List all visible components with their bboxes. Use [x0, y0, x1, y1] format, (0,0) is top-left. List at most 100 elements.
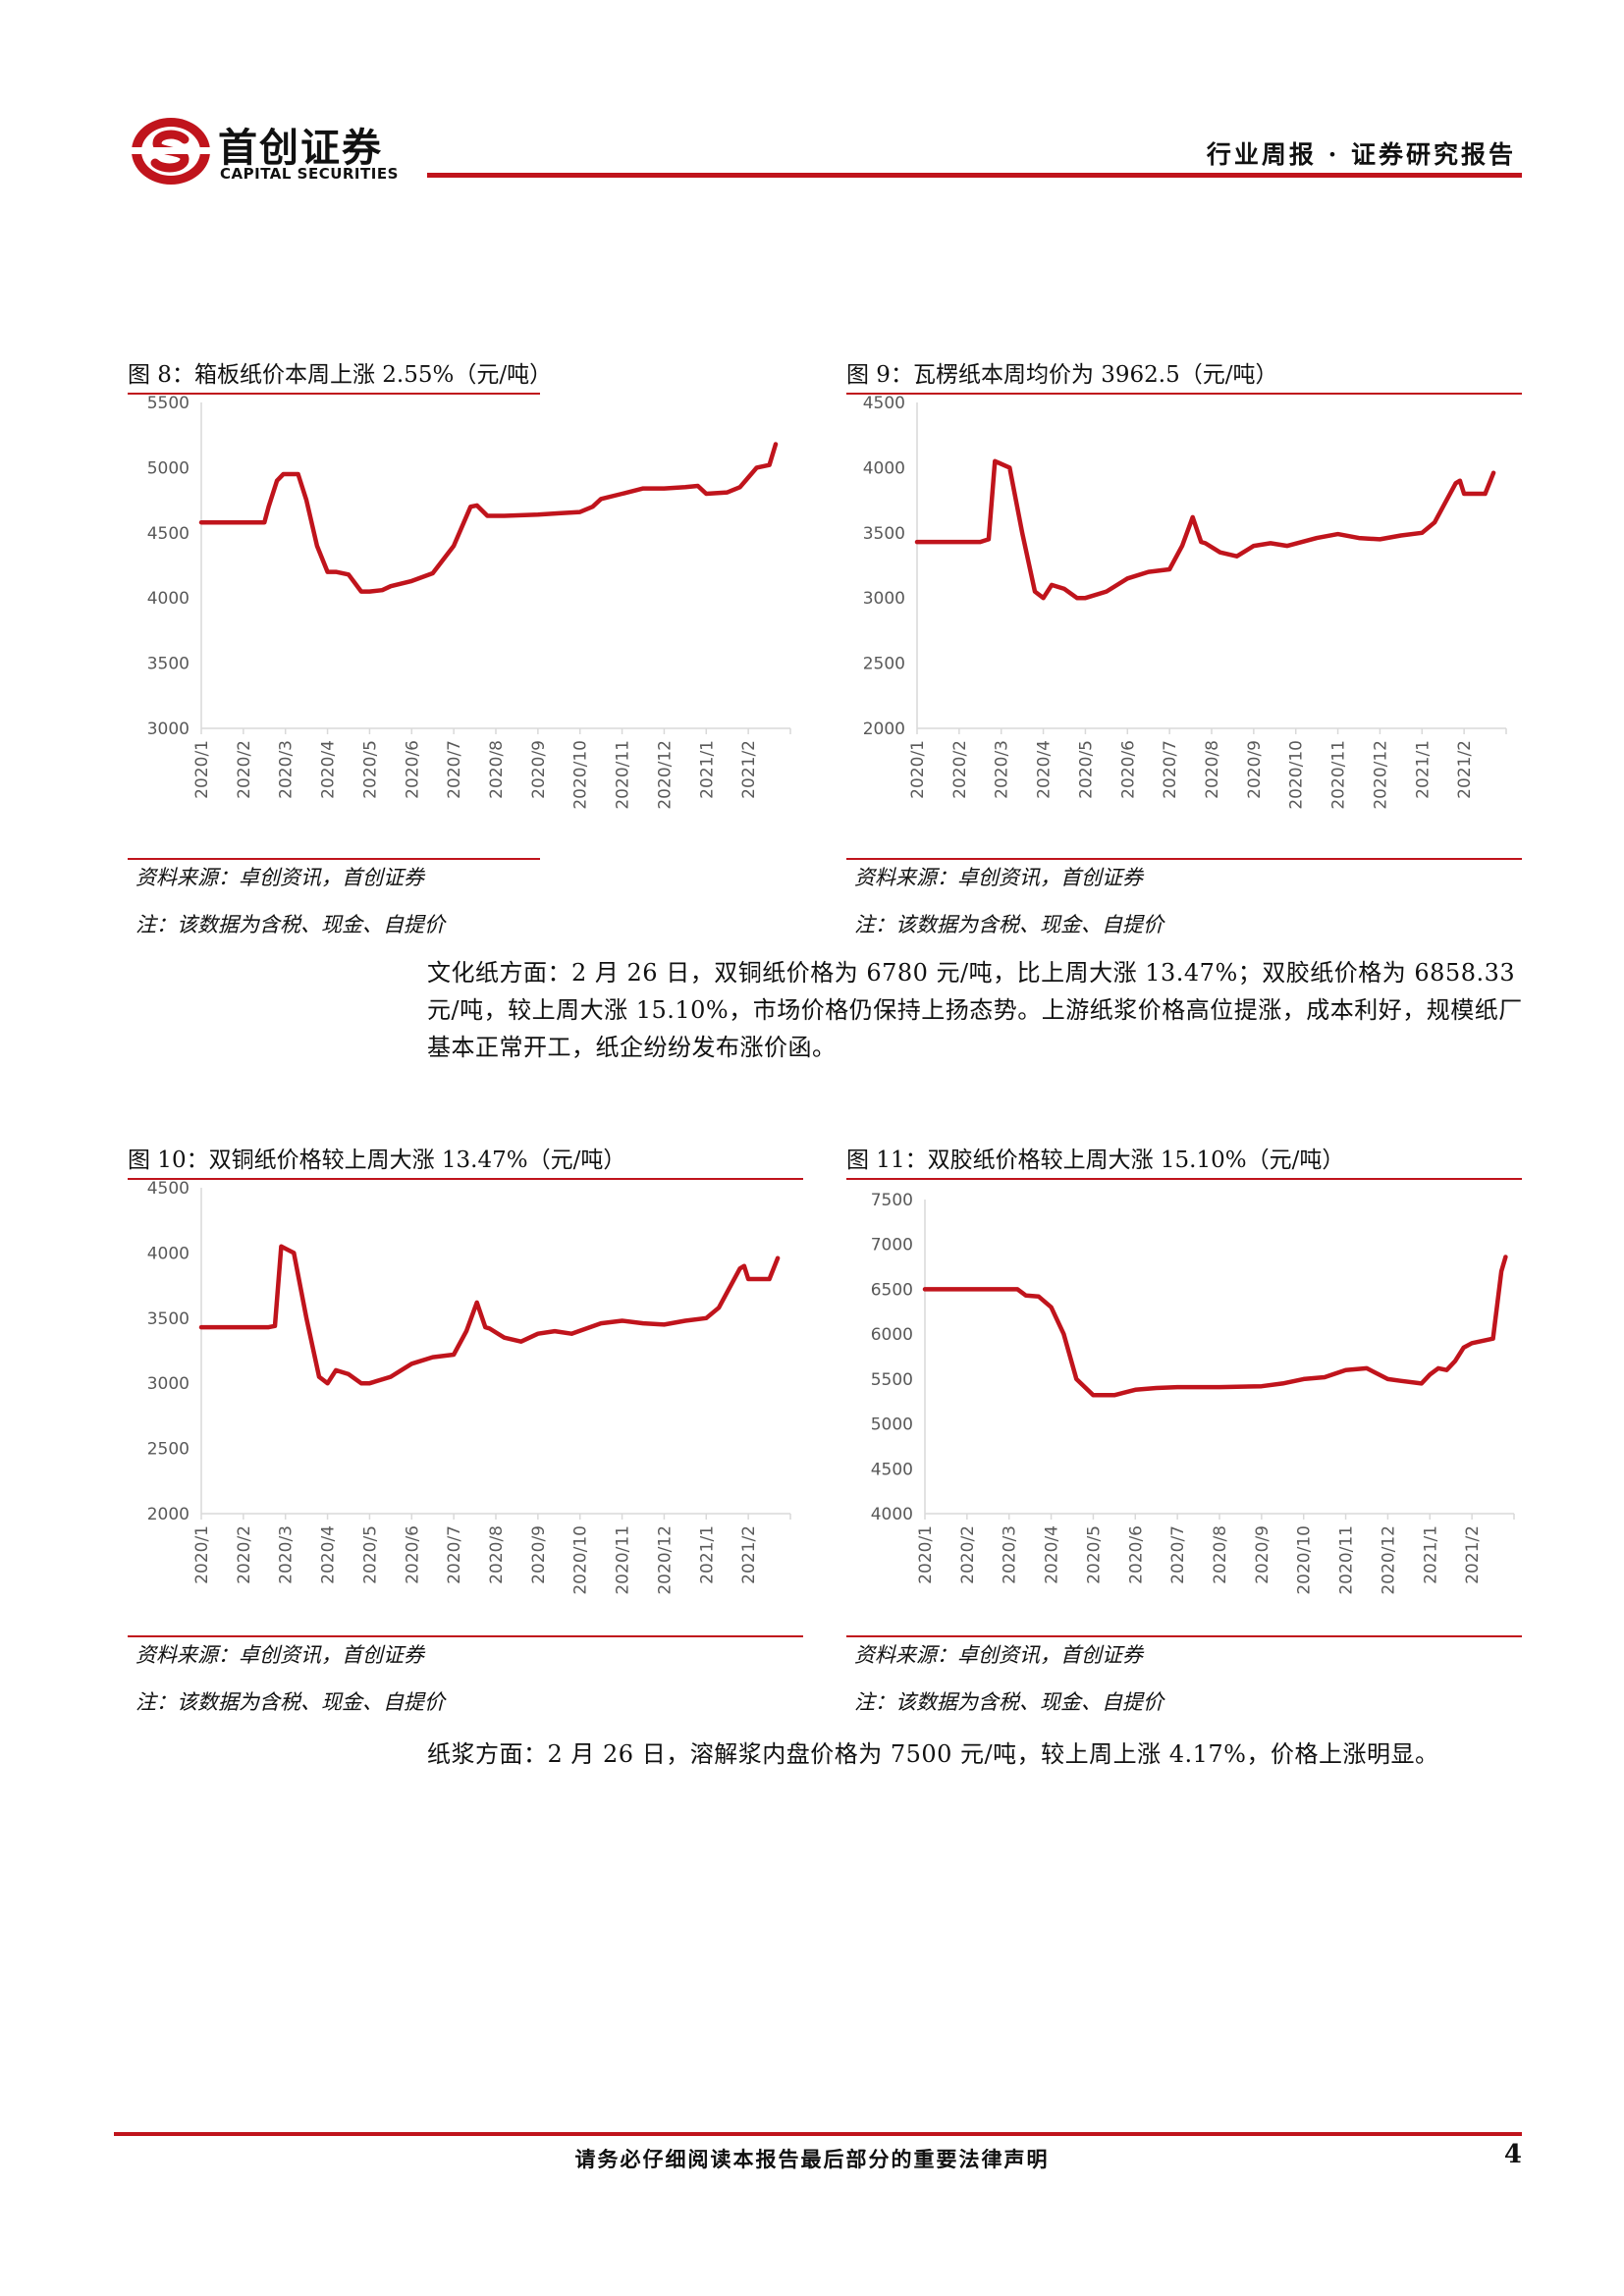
x-tick-label: 2020/2	[950, 740, 970, 799]
x-tick-label: 2020/7	[445, 1525, 464, 1584]
y-tick-label: 5500	[147, 395, 189, 413]
y-tick-label: 3000	[147, 1374, 189, 1394]
y-tick-label: 4000	[863, 458, 905, 478]
x-tick-label: 2020/3	[277, 740, 297, 799]
x-tick-label: 2020/10	[1287, 740, 1307, 810]
page-number: 4	[1503, 2140, 1522, 2169]
x-tick-label: 2021/2	[1455, 740, 1475, 799]
chart-title: 图 11：双胶纸价格较上周大涨 15.10%（元/吨）	[846, 1145, 1522, 1180]
x-tick-label: 2020/4	[319, 1525, 339, 1584]
y-tick-label: 4000	[871, 1505, 913, 1524]
x-tick-label: 2020/4	[1043, 1525, 1062, 1584]
y-tick-label: 3000	[863, 589, 905, 609]
y-tick-label: 4500	[871, 1460, 913, 1479]
x-tick-label: 2020/7	[445, 740, 464, 799]
x-tick-label: 2020/11	[614, 1525, 633, 1595]
x-tick-label: 2020/9	[529, 740, 549, 799]
y-tick-label: 3500	[147, 1309, 189, 1329]
y-tick-label: 7500	[871, 1191, 913, 1210]
x-tick-label: 2021/2	[739, 740, 759, 799]
paragraph-culture-paper: 文化纸方面：2 月 26 日，双铜纸价格为 6780 元/吨，比上周大涨 13.…	[427, 959, 1523, 1061]
x-tick-label: 2021/1	[697, 1525, 717, 1584]
capital-securities-logo-icon	[132, 118, 210, 185]
x-tick-label: 2020/1	[192, 1525, 212, 1584]
x-tick-label: 2020/1	[192, 740, 212, 799]
x-tick-label: 2020/6	[403, 740, 422, 799]
chart-8: 图 8：箱板纸价本周上涨 2.55%（元/吨） 3000 3500 4000 4500…	[128, 359, 791, 936]
y-tick-label: 2500	[863, 655, 905, 674]
y-tick-label: 6500	[871, 1280, 913, 1300]
chart-10: 图 10：双铜纸价格较上周大涨 13.47%（元/吨） 2000 2500 3000…	[128, 1145, 803, 1714]
x-tick-label: 2020/10	[571, 740, 591, 810]
x-tick-label: 2020/5	[1084, 1525, 1104, 1584]
x-tick-label: 2020/2	[235, 1525, 254, 1584]
chart-note: 注：该数据为含税、现金、自提价	[135, 913, 445, 936]
series-line	[922, 1255, 1508, 1398]
report-type: 行业周报 · 证券研究报告	[1206, 140, 1516, 169]
chart-bottom-divider	[128, 1635, 803, 1637]
logo-chinese-name: 首创证券	[218, 126, 383, 171]
x-tick-label: 2020/9	[529, 1525, 549, 1584]
y-tick-label: 2500	[147, 1440, 189, 1460]
logo-english-name: CAPITAL SECURITIES	[220, 165, 399, 183]
y-tick-label: 4500	[147, 524, 189, 544]
x-tick-label: 2020/2	[958, 1525, 978, 1584]
x-tick-label: 2020/3	[277, 1525, 297, 1584]
x-tick-label: 2020/8	[1211, 1525, 1230, 1584]
y-tick-label: 3500	[863, 524, 905, 544]
x-tick-label: 2021/2	[739, 1525, 759, 1584]
chart-plot: 2000 2500 3000 3500 4000 4500 2020/1 2020/2 2020…	[147, 1180, 791, 1595]
chart-9: 图 9：瓦楞纸本周均价为 3962.5（元/吨） 2000 2500 3000 350…	[846, 359, 1522, 936]
x-tick-label: 2020/3	[993, 740, 1012, 799]
x-tick-label: 2020/6	[403, 1525, 422, 1584]
chart-bottom-divider	[128, 858, 540, 860]
y-tick-label: 5000	[147, 458, 189, 478]
y-tick-label: 4000	[147, 1244, 189, 1263]
y-tick-label: 3500	[147, 655, 189, 674]
chart-plot: 3000 3500 4000 4500 5000 5500 2020/1 2020/2 2020…	[147, 395, 791, 810]
x-tick-label: 2020/10	[1295, 1525, 1315, 1595]
x-tick-label: 2020/9	[1253, 1525, 1272, 1584]
footer-divider	[114, 2132, 1522, 2136]
x-tick-label: 2020/12	[655, 1525, 675, 1595]
company-logo: 首创证券 CAPITAL SECURITIES	[128, 110, 442, 188]
y-tick-label: 3000	[147, 720, 189, 739]
chart-source: 资料来源：卓创资讯，首创证券	[135, 1643, 424, 1667]
chart-11: 图 11：双胶纸价格较上周大涨 15.10%（元/吨） 4000 4500 5000…	[846, 1145, 1522, 1714]
chart-title: 图 10：双铜纸价格较上周大涨 13.47%（元/吨）	[128, 1145, 803, 1180]
chart-plot: 2000 2500 3000 3500 4000 4500 2020/1 2020/2 2020…	[863, 395, 1507, 810]
x-tick-label: 2020/8	[1203, 740, 1222, 799]
x-tick-label: 2020/8	[487, 740, 507, 799]
x-tick-label: 2020/12	[655, 740, 675, 810]
x-tick-label: 2020/6	[1118, 740, 1138, 799]
x-tick-label: 2020/7	[1168, 1525, 1188, 1584]
x-tick-label: 2020/2	[235, 740, 254, 799]
x-tick-label: 2020/7	[1161, 740, 1180, 799]
series-line	[914, 458, 1496, 601]
header-divider	[427, 173, 1522, 178]
y-tick-label: 2000	[147, 1505, 189, 1524]
x-tick-label: 2020/12	[1371, 740, 1390, 810]
y-tick-label: 4500	[863, 395, 905, 413]
chart-bottom-divider	[846, 1635, 1522, 1637]
x-tick-label: 2021/2	[1463, 1525, 1483, 1584]
x-tick-label: 2020/4	[319, 740, 339, 799]
chart-note: 注：该数据为含税、现金、自提价	[854, 1690, 1164, 1714]
x-tick-label: 2020/11	[1337, 1525, 1357, 1595]
chart-title: 图 9：瓦楞纸本周均价为 3962.5（元/吨）	[846, 359, 1522, 395]
x-tick-label: 2020/10	[571, 1525, 591, 1595]
x-tick-label: 2020/4	[1035, 740, 1055, 799]
chart-source: 资料来源：卓创资讯，首创证券	[854, 866, 1143, 889]
chart-source: 资料来源：卓创资讯，首创证券	[854, 1643, 1143, 1667]
chart-source: 资料来源：卓创资讯，首创证券	[135, 866, 424, 889]
x-tick-label: 2020/1	[908, 740, 928, 799]
x-tick-label: 2021/1	[697, 740, 717, 799]
x-tick-label: 2020/8	[487, 1525, 507, 1584]
paragraph-pulp: 纸浆方面：2 月 26 日，溶解浆内盘价格为 7500 元/吨，较上周上涨 4.…	[427, 1740, 1439, 1768]
x-tick-label: 2020/12	[1379, 1525, 1398, 1595]
y-tick-label: 2000	[863, 720, 905, 739]
chart-bottom-divider	[846, 858, 1522, 860]
chart-plot: 4000 4500 5000 5500 6000 6500 7000 7500 2020/1 20…	[871, 1191, 1515, 1595]
x-tick-label: 2020/1	[916, 1525, 936, 1584]
y-tick-label: 7000	[871, 1236, 913, 1255]
